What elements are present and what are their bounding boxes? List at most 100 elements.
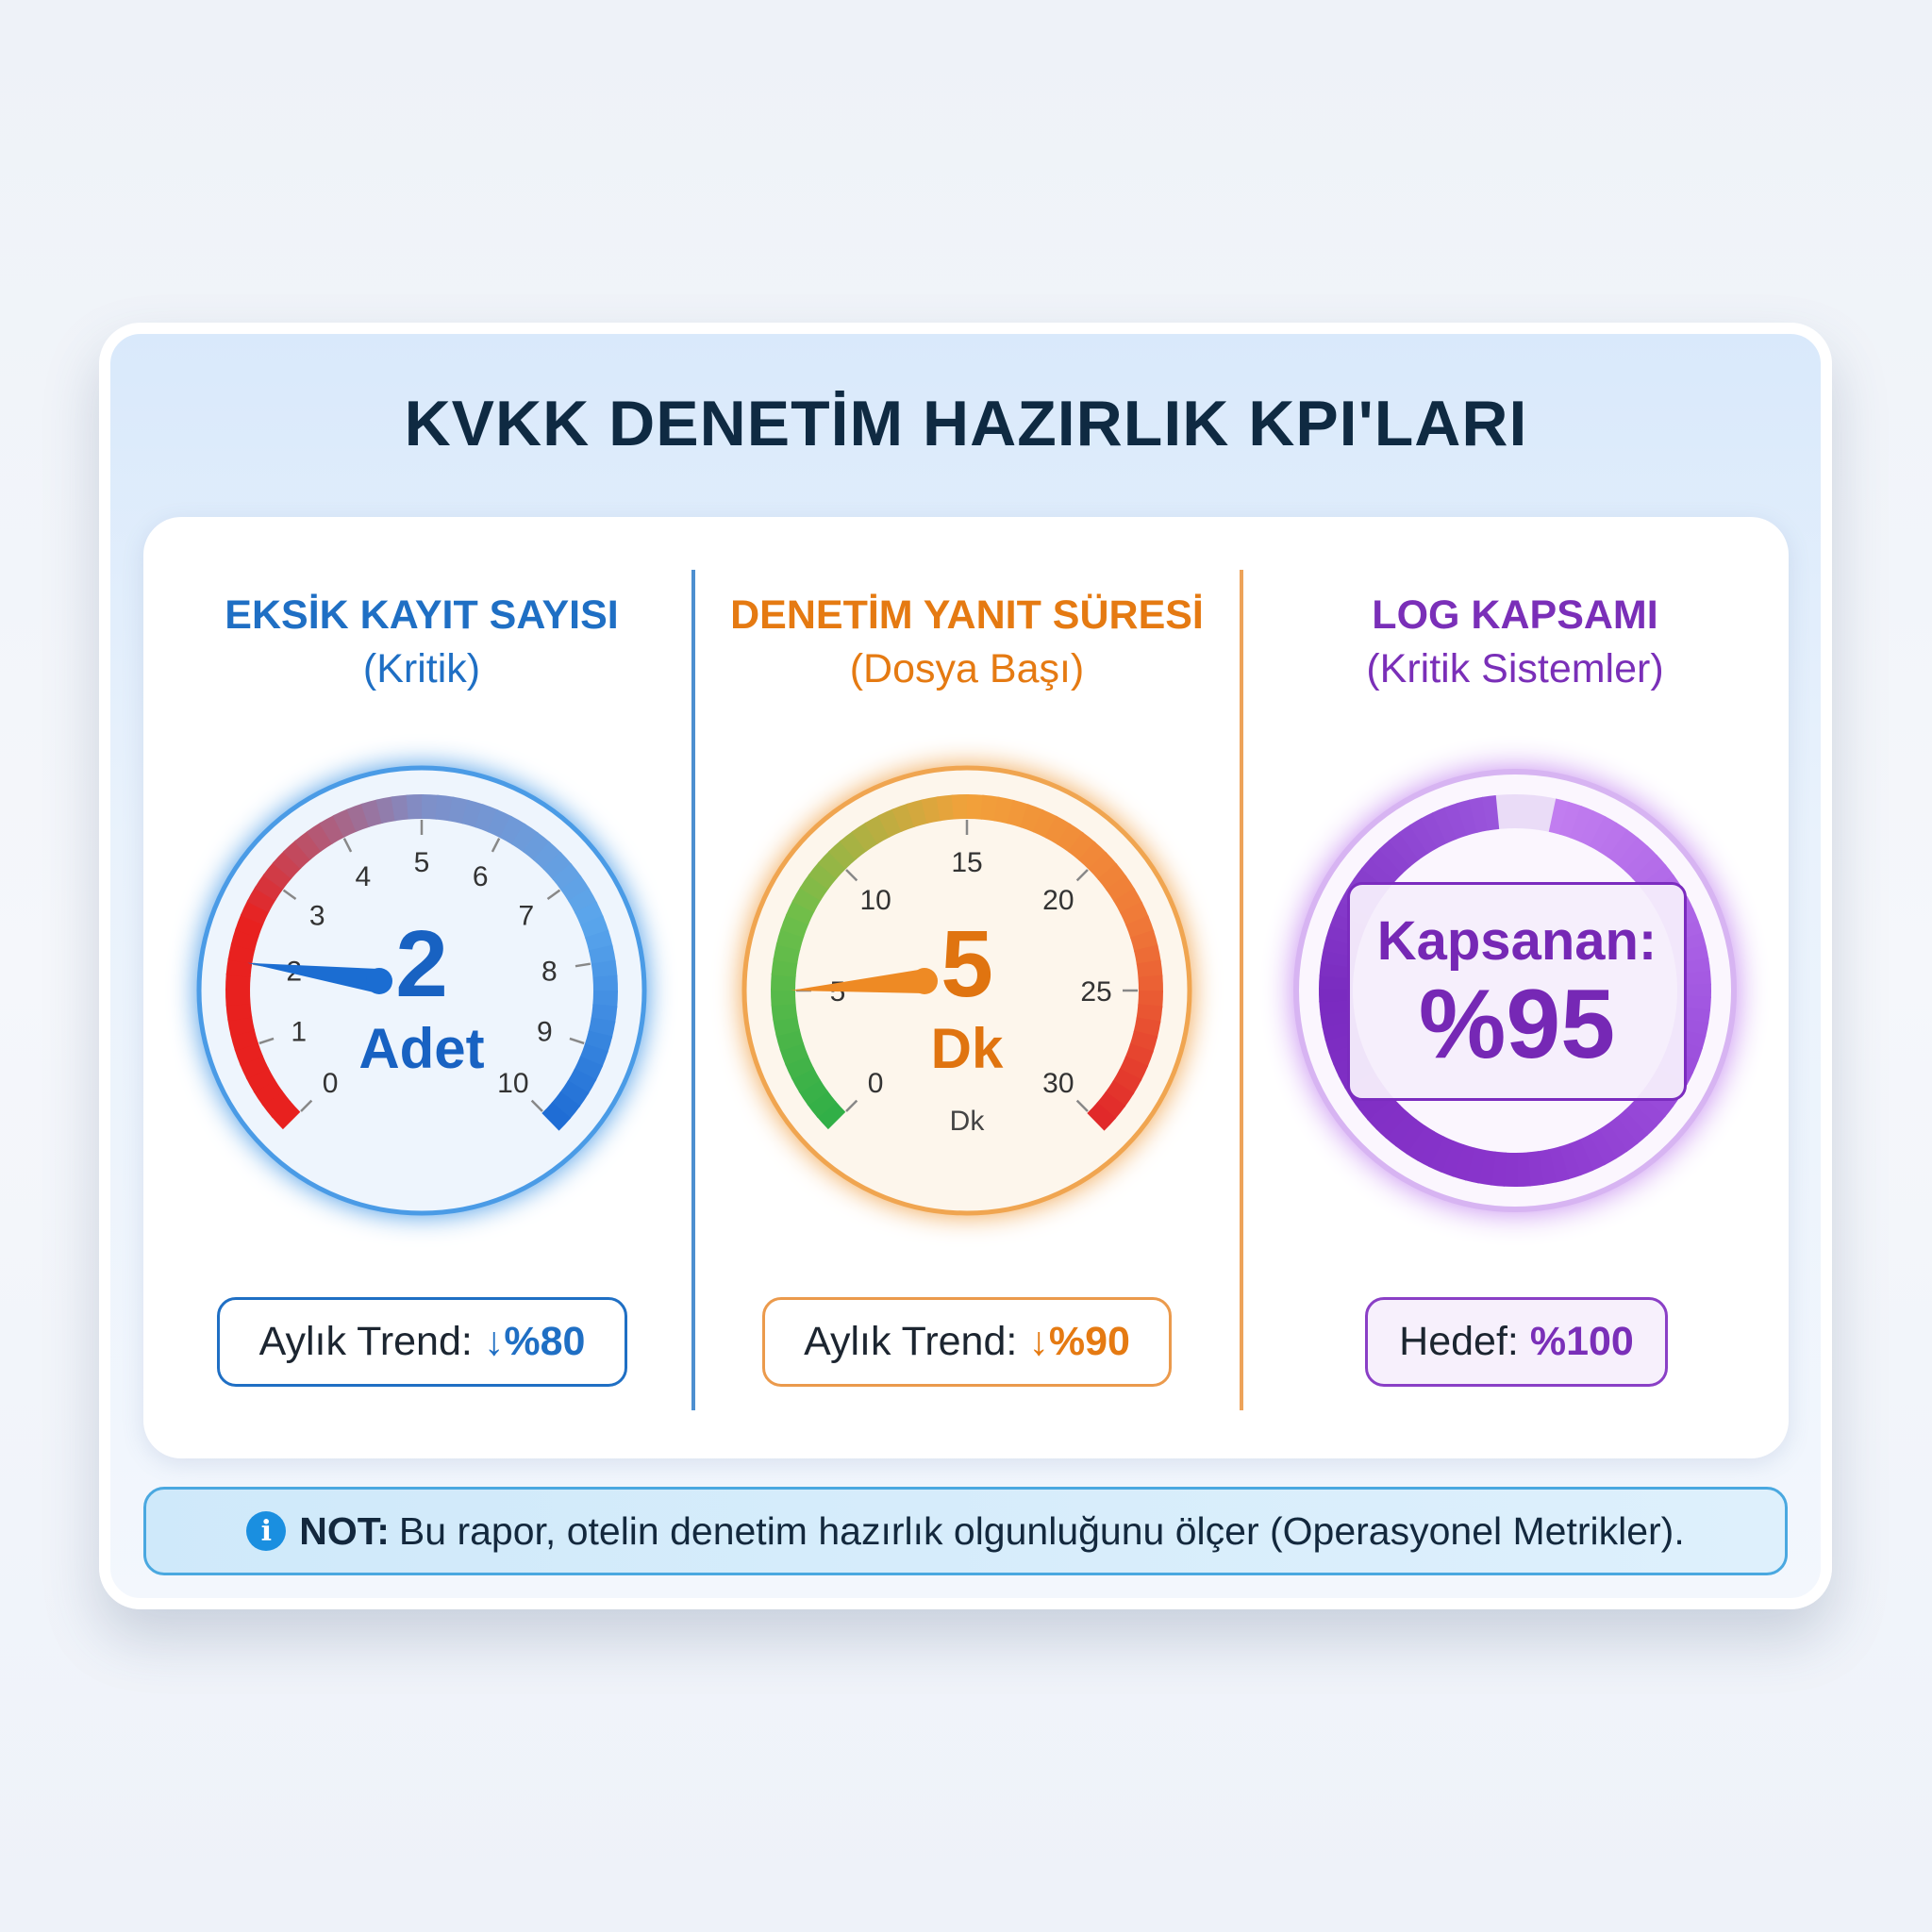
gauge-arc-segment (522, 831, 551, 861)
coverage-arc-segment (1589, 816, 1618, 853)
gauge-arc-segment (262, 861, 292, 891)
gauge-arc-segment (542, 851, 573, 881)
gauge-missing-records: 01 2 34 5 678 9 10 (196, 765, 647, 1216)
coverage-arc-segment (1324, 1030, 1362, 1054)
gauge-tick-label: 0 (323, 1068, 339, 1099)
gauge-arc-segment (851, 822, 879, 852)
kpi-heading-response-time: DENETİM YANIT SÜRESİ (Dosya Başı) (703, 589, 1231, 696)
coverage-arc-segment (1319, 961, 1355, 979)
coverage-arc-segment (1369, 848, 1404, 882)
coverage-arc-segment (1319, 974, 1354, 990)
note-text: Bu rapor, otelin denetim hazırlık olgunl… (398, 1508, 1685, 1553)
gauge-tick-label: 1 (291, 1016, 307, 1047)
gauge-tick (569, 1037, 585, 1045)
coverage-arc-segment (1569, 806, 1594, 842)
gauge-arc-segment (1032, 808, 1058, 839)
page-title: KVKK DENETİM HAZIRLIK KPI'LARI (404, 388, 1528, 459)
gauge-tick-label: 15 (951, 847, 982, 878)
coverage-arc-segment (1388, 831, 1421, 867)
coverage-arc-segment (1323, 936, 1359, 958)
gauge-arc-segment (293, 830, 323, 860)
target-label: Hedef: (1399, 1319, 1519, 1364)
gauge-needle-hub (366, 968, 392, 994)
coverage-arc-segment (1558, 1142, 1582, 1180)
coverage-arc-segment (1537, 1149, 1557, 1185)
gauge-arc-segment (1113, 888, 1143, 915)
coverage-arc-segment (1320, 1009, 1357, 1028)
coverage-arc-segment (1322, 1020, 1358, 1041)
gauge-tick (1075, 1099, 1089, 1112)
gauge-tick (530, 1099, 543, 1112)
coverage-arc-segment (1674, 1006, 1711, 1024)
trend-value: ↓%90 (1028, 1319, 1130, 1364)
gauge-arc-segment (272, 850, 302, 879)
gauge-arc-segment (360, 799, 384, 827)
gauge-arc-segment (421, 794, 440, 820)
coverage-arc-segment (1375, 1105, 1409, 1139)
gauge-value: 2 (395, 911, 448, 1017)
gauge-arc-segment (254, 873, 284, 902)
gauge-arc-segment (282, 840, 312, 870)
gauge-arc-segment (1067, 831, 1096, 861)
gauge-arc-segment (271, 1100, 301, 1130)
coverage-arc-segment (1452, 1143, 1475, 1181)
gauge-tick-label: 30 (1042, 1068, 1074, 1099)
gauge-arc-segment (891, 803, 916, 832)
gauge-unit: Adet (358, 1017, 485, 1080)
coverage-arc-segment (1490, 1151, 1507, 1187)
coverage-arc-segment (1319, 998, 1355, 1016)
gauge-tick-label: 8 (541, 957, 558, 988)
gauge-scale-unit: Dk (949, 1106, 985, 1137)
trend-label: Aylık Trend: (804, 1319, 1018, 1364)
gauge-arc-segment (1020, 804, 1044, 833)
coverage-arc-segment (1674, 958, 1711, 975)
gauge-arc-segment (980, 794, 1000, 822)
gauge-arc-segment (253, 1078, 283, 1107)
gauge-unit: Dk (930, 1017, 1004, 1080)
gauge-tick (845, 869, 858, 882)
kpi-heading-missing-records: EKSİK KAYIT SAYISI (Kritik) (158, 589, 686, 696)
gauge-tick (1075, 869, 1089, 882)
coverage-arc-segment (1526, 1151, 1544, 1187)
column-divider (1240, 570, 1243, 1410)
coverage-arc-segment (1624, 845, 1658, 879)
coverage-value: %95 (1418, 970, 1616, 1079)
gauge-arc-segment (791, 886, 822, 913)
gauge-arc-segment (1078, 841, 1108, 871)
column-divider (691, 570, 695, 1410)
coverage-arc-segment (1432, 807, 1458, 844)
coverage-arc-segment (1378, 840, 1412, 874)
coverage-arc-segment (1578, 1134, 1606, 1172)
coverage-arc-segment (1631, 1093, 1666, 1127)
gauge-arc-segment (461, 799, 485, 828)
coverage-arc-segment (1456, 799, 1478, 836)
gauge-arc-segment (541, 1102, 572, 1131)
gauge-arc-segment (936, 794, 956, 822)
gauge-arc-segment (551, 1091, 581, 1120)
coverage-arc-segment (1325, 924, 1363, 947)
heading-title: DENETİM YANIT SÜRESİ (730, 592, 1204, 638)
gauge-tick (546, 889, 561, 901)
gauge-tick (342, 838, 353, 853)
gauge-tick-label: 5 (414, 847, 430, 878)
coverage-arc-segment (1676, 995, 1711, 1011)
heading-subtitle: (Kritik) (362, 646, 481, 691)
coverage-arc-segment (1558, 801, 1583, 839)
gauge-tick (282, 889, 297, 901)
gauge-arc-segment (406, 794, 425, 820)
gauge-arc-segment (799, 873, 829, 902)
gauge-arc-segment (499, 815, 526, 845)
gauge-tick (491, 838, 501, 853)
coverage-arc-segment (1428, 1136, 1455, 1173)
coverage-label: Kapsanan: (1376, 910, 1657, 972)
gauge-arc-segment (808, 861, 838, 891)
gauge-arc-segment (559, 1079, 590, 1108)
trend-label: Aylık Trend: (258, 1319, 473, 1364)
gauge-arc-segment (487, 808, 513, 839)
heading-title: LOG KAPSAMI (1372, 592, 1658, 638)
gauge-arc-segment (1007, 799, 1030, 828)
gauge-arc-segment (966, 794, 985, 820)
coverage-arc-segment (1516, 1152, 1531, 1187)
gauge-arc-segment (864, 814, 891, 844)
gauge-arc-segment (798, 1078, 828, 1107)
